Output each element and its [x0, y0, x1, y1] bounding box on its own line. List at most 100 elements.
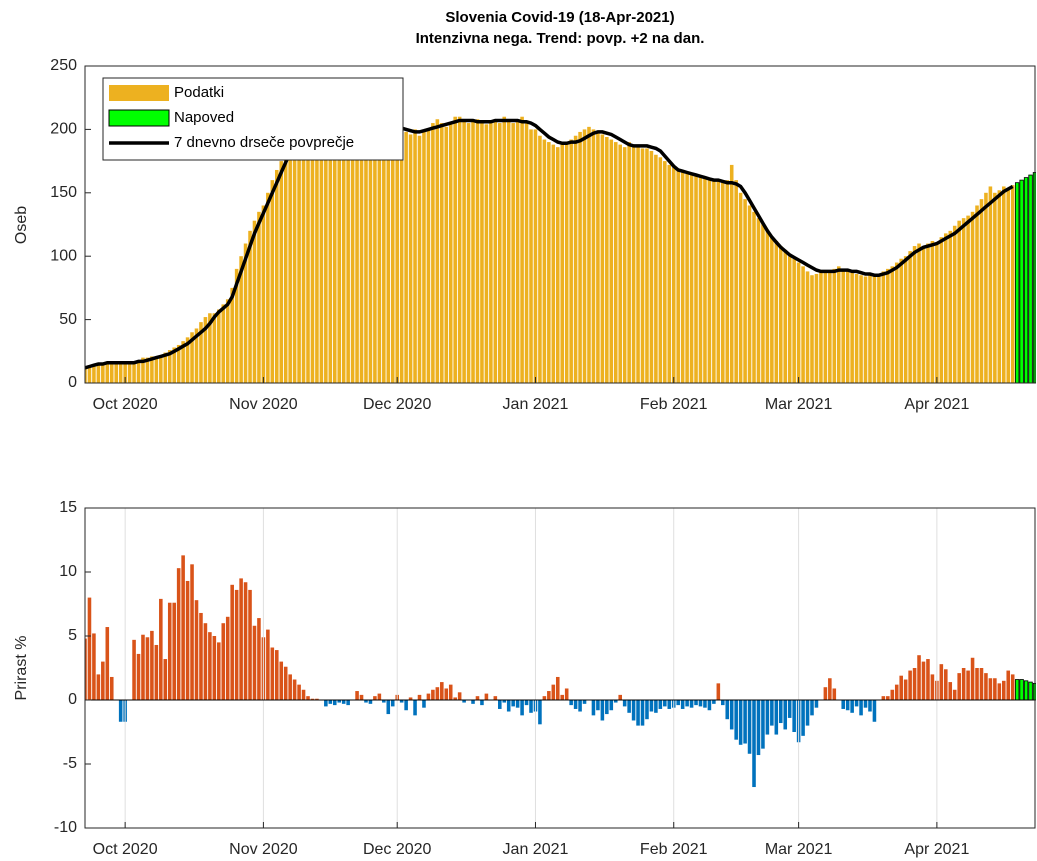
bar: [85, 367, 87, 383]
bar: [346, 700, 350, 706]
bar: [694, 176, 698, 383]
bar: [480, 700, 484, 706]
bar: [917, 655, 921, 700]
bar: [609, 139, 614, 383]
bar: [618, 694, 622, 700]
bar: [948, 682, 953, 700]
bar: [712, 700, 716, 704]
x-tick-label: Mar 2021: [765, 841, 833, 858]
bar: [319, 131, 324, 383]
bar: [230, 584, 234, 700]
bar: [123, 362, 127, 383]
bar: [444, 126, 449, 383]
bar: [658, 700, 663, 709]
bar: [332, 123, 337, 383]
bar: [377, 135, 382, 383]
bar: [159, 355, 163, 383]
bar: [859, 275, 863, 383]
bar: [921, 661, 926, 700]
bar: [257, 618, 261, 700]
bar: [975, 668, 979, 700]
bar: [680, 172, 685, 383]
bar: [854, 700, 859, 707]
bar: [279, 661, 284, 700]
bar: [306, 123, 310, 383]
bar: [292, 679, 297, 700]
bar: [631, 144, 636, 383]
bar: [208, 313, 212, 383]
bar: [658, 157, 663, 383]
bar: [167, 350, 172, 383]
x-tick-label: Feb 2021: [640, 396, 708, 413]
bar: [970, 657, 975, 700]
bar: [542, 139, 547, 383]
bar: [912, 668, 917, 700]
bar: [328, 129, 333, 383]
bar: [404, 131, 408, 383]
bar: [408, 134, 413, 383]
bar: [778, 246, 783, 383]
plot-area: [85, 116, 1036, 384]
bar: [417, 694, 422, 700]
bar: [591, 129, 596, 383]
bar: [315, 129, 319, 383]
bar: [163, 352, 168, 383]
bar: [301, 129, 306, 383]
bar: [422, 700, 426, 708]
bar: [676, 169, 680, 383]
bar: [582, 129, 587, 383]
bar: [87, 365, 92, 383]
x-tick-label: Oct 2020: [93, 841, 158, 858]
bar: [1001, 680, 1006, 700]
bar: [894, 262, 899, 383]
bar: [645, 700, 649, 720]
bar: [743, 700, 747, 744]
bar: [698, 177, 703, 383]
bar: [836, 266, 841, 383]
bar: [529, 700, 533, 713]
bar: [221, 623, 226, 700]
bar: [127, 363, 132, 383]
bar: [828, 678, 832, 700]
bar: [591, 700, 596, 716]
bar: [663, 700, 667, 707]
bar: [502, 116, 507, 383]
x-tick-label: Nov 2020: [229, 396, 298, 413]
bar: [190, 564, 194, 700]
bar: [564, 142, 569, 383]
bar: [230, 287, 234, 383]
bar: [756, 218, 761, 383]
bar: [908, 670, 912, 700]
bar: [350, 129, 355, 383]
forecast-bar: [1014, 182, 1020, 384]
y-tick-label: 0: [68, 374, 77, 391]
x-tick-label: Jan 2021: [503, 841, 569, 858]
bar: [444, 688, 449, 700]
y-tick-label: -10: [54, 819, 77, 836]
bar: [176, 344, 181, 383]
bar: [150, 630, 154, 700]
bar: [1006, 188, 1011, 383]
bar: [212, 636, 217, 700]
bar: [680, 700, 685, 709]
bar: [114, 362, 119, 383]
bar: [203, 317, 208, 383]
bar: [132, 362, 136, 383]
bar: [364, 700, 368, 703]
bar: [515, 700, 520, 708]
bar: [609, 700, 614, 711]
legend-label: 7 dnevno drseče povprečje: [174, 134, 354, 151]
bar: [747, 700, 752, 754]
bar: [707, 178, 712, 383]
bar: [471, 120, 475, 384]
bar: [596, 700, 600, 711]
bar: [92, 363, 96, 383]
bar: [435, 119, 440, 384]
bar: [364, 129, 368, 383]
bar: [698, 700, 703, 707]
bar: [640, 148, 645, 383]
bar: [613, 700, 618, 703]
bar: [939, 237, 944, 383]
forecast-bar: [1028, 174, 1033, 384]
chart-subtitle: Intenzivna nega. Trend: povp. +2 na dan.: [416, 30, 705, 47]
